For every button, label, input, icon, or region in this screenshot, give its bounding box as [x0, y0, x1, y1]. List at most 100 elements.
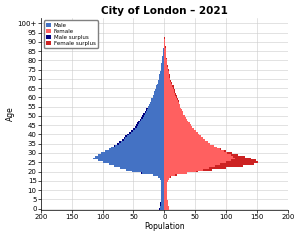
Bar [163, 56, 164, 58]
Bar [174, 89, 175, 91]
Bar [98, 154, 164, 156]
Bar [163, 58, 164, 59]
Bar [164, 204, 168, 206]
Bar [164, 156, 244, 158]
Bar [127, 133, 164, 135]
Bar [164, 93, 176, 95]
Bar [114, 165, 164, 167]
Bar [164, 165, 243, 167]
Bar [164, 98, 178, 100]
Bar [164, 189, 167, 191]
Bar [220, 148, 221, 150]
Bar [161, 193, 164, 195]
Bar [131, 130, 164, 132]
Bar [160, 69, 164, 71]
Bar [160, 67, 164, 69]
Bar [148, 106, 164, 108]
Bar [142, 115, 164, 117]
Bar [164, 74, 170, 76]
Bar [125, 135, 164, 137]
Bar [98, 160, 164, 161]
Bar [161, 198, 164, 200]
Bar [164, 89, 175, 91]
Bar [164, 123, 190, 124]
Bar [164, 133, 200, 135]
Bar [161, 191, 164, 193]
Bar [169, 76, 170, 78]
Bar [164, 169, 212, 171]
Bar [164, 45, 165, 46]
Bar [164, 115, 185, 117]
Bar [114, 145, 164, 146]
Bar [152, 98, 164, 100]
Bar [164, 141, 208, 143]
Bar [164, 59, 167, 61]
Bar [164, 124, 191, 126]
Bar [164, 119, 187, 121]
Bar [146, 108, 148, 109]
Bar [114, 145, 115, 146]
Bar [164, 185, 167, 187]
Bar [170, 176, 171, 178]
Bar [143, 113, 164, 115]
Bar [156, 85, 164, 87]
Bar [164, 148, 221, 150]
Bar [164, 39, 165, 41]
Bar [164, 146, 218, 148]
Bar [164, 135, 201, 137]
Bar [142, 115, 144, 117]
Bar [164, 83, 172, 85]
Bar [162, 59, 164, 61]
Bar [164, 143, 210, 145]
Bar [156, 87, 164, 89]
Bar [176, 96, 177, 98]
Bar [164, 160, 256, 161]
Bar [159, 74, 164, 76]
Bar [164, 80, 171, 82]
Bar [146, 109, 147, 111]
Bar [164, 150, 226, 152]
Bar [209, 167, 226, 169]
Bar [164, 193, 167, 195]
Bar [164, 121, 188, 123]
Bar [164, 82, 172, 83]
Bar [164, 69, 169, 71]
Bar [164, 61, 167, 63]
Bar [164, 176, 171, 178]
Bar [161, 195, 164, 196]
Bar [164, 63, 167, 65]
Bar [163, 52, 164, 54]
Bar [101, 152, 164, 154]
Bar [138, 121, 140, 123]
Bar [146, 108, 164, 109]
Bar [125, 135, 127, 137]
Bar [164, 109, 182, 111]
Bar [164, 182, 167, 184]
Bar [164, 208, 169, 210]
Bar [149, 104, 164, 106]
Bar [160, 202, 164, 204]
Bar [129, 132, 131, 133]
Bar [168, 69, 169, 71]
Bar [164, 56, 166, 58]
Bar [224, 150, 226, 152]
Bar [164, 145, 214, 146]
Bar [160, 200, 164, 202]
Bar [164, 37, 165, 39]
Bar [164, 65, 168, 67]
Bar [141, 117, 164, 119]
Bar [164, 187, 167, 189]
Bar [136, 124, 138, 126]
Bar [171, 82, 172, 83]
Bar [153, 174, 164, 176]
Bar [117, 143, 118, 145]
Bar [153, 95, 164, 96]
Bar [164, 167, 226, 169]
Bar [164, 95, 177, 96]
Bar [163, 48, 164, 50]
Bar [161, 187, 164, 189]
Bar [164, 117, 186, 119]
Bar [164, 87, 174, 89]
Bar [166, 58, 167, 59]
Bar [119, 141, 121, 143]
